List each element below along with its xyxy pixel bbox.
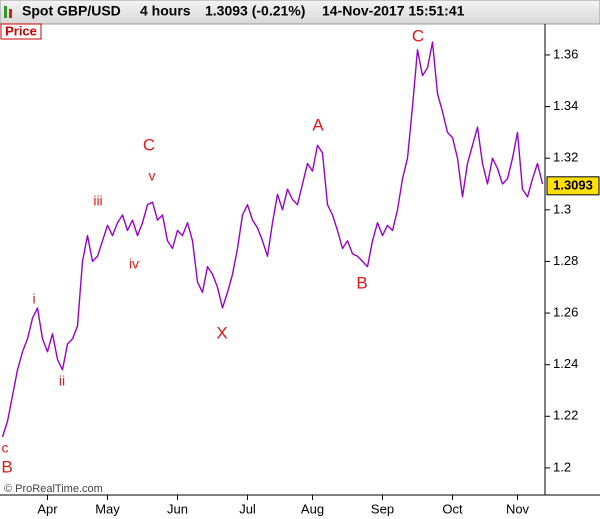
instrument: Spot GBP/USD (22, 3, 121, 19)
annotation: c (2, 440, 9, 456)
x-tick-label: Apr (37, 501, 58, 516)
annotation: C (143, 135, 155, 154)
annotation: C (412, 26, 424, 45)
icon (4, 6, 7, 18)
annotation: iii (93, 193, 102, 209)
x-tick-label: Jul (239, 501, 256, 516)
annotation: i (32, 291, 35, 307)
y-tick-label: 1.26 (553, 304, 578, 319)
annotation: v (149, 168, 156, 184)
y-tick-label: 1.32 (553, 150, 578, 165)
annotation: B (356, 273, 367, 292)
period: 4 hours (140, 3, 191, 19)
annotation: ii (59, 373, 65, 389)
y-tick-label: 1.3 (553, 201, 571, 216)
annotation: B (1, 457, 12, 476)
quote: 1.3093 (-0.21%) (205, 3, 305, 19)
annotation: X (216, 323, 227, 342)
x-tick-label: Sep (371, 501, 394, 516)
annotation: iv (129, 256, 139, 272)
timestamp: 14-Nov-2017 15:51:41 (322, 3, 465, 19)
last-value-label: 1.3093 (553, 177, 593, 192)
x-tick-label: Aug (301, 501, 324, 516)
panel-label: Price (5, 23, 37, 38)
last-value-box (546, 176, 600, 196)
icon (9, 9, 12, 18)
y-tick-label: 1.2 (553, 459, 571, 474)
footer: © ProRealTime.com (4, 483, 103, 495)
x-tick-label: Oct (442, 501, 463, 516)
x-tick-label: May (95, 501, 120, 516)
x-tick-label: Nov (506, 501, 530, 516)
x-tick-label: Jun (167, 501, 188, 516)
y-tick-label: 1.36 (553, 46, 578, 61)
y-tick-label: 1.34 (553, 98, 578, 113)
y-tick-label: 1.28 (553, 253, 578, 268)
annotation: A (312, 115, 324, 134)
y-tick-label: 1.24 (553, 356, 578, 371)
header-bar (0, 0, 600, 25)
panel-label-box (0, 23, 42, 40)
y-tick-label: 1.22 (553, 408, 578, 423)
price-line (1, 41, 544, 438)
